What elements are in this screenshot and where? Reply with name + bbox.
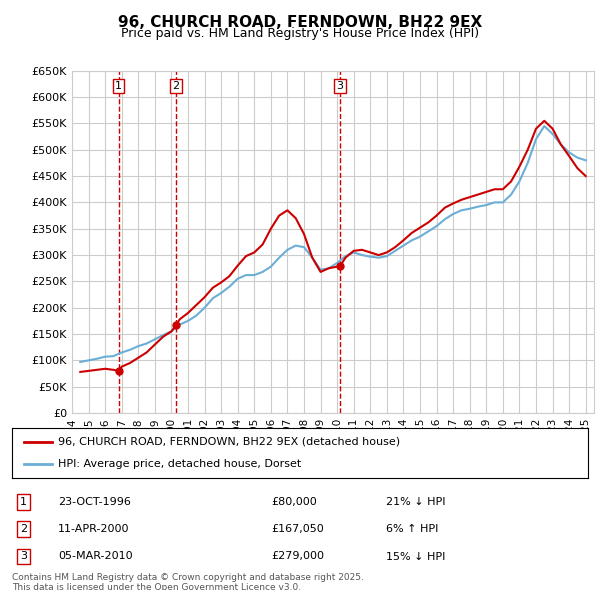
Text: 3: 3 (337, 81, 344, 91)
Text: HPI: Average price, detached house, Dorset: HPI: Average price, detached house, Dors… (58, 459, 301, 469)
Text: 2: 2 (173, 81, 179, 91)
Text: 1: 1 (20, 497, 27, 507)
Text: 3: 3 (20, 552, 27, 562)
Text: 96, CHURCH ROAD, FERNDOWN, BH22 9EX: 96, CHURCH ROAD, FERNDOWN, BH22 9EX (118, 15, 482, 30)
Text: £167,050: £167,050 (271, 525, 324, 534)
Text: 96, CHURCH ROAD, FERNDOWN, BH22 9EX (detached house): 96, CHURCH ROAD, FERNDOWN, BH22 9EX (det… (58, 437, 400, 447)
Text: £279,000: £279,000 (271, 552, 324, 562)
Text: This data is licensed under the Open Government Licence v3.0.: This data is licensed under the Open Gov… (12, 583, 301, 590)
Text: 11-APR-2000: 11-APR-2000 (58, 525, 130, 534)
Text: 6% ↑ HPI: 6% ↑ HPI (386, 525, 439, 534)
Text: 15% ↓ HPI: 15% ↓ HPI (386, 552, 446, 562)
Text: 05-MAR-2010: 05-MAR-2010 (58, 552, 133, 562)
Text: Price paid vs. HM Land Registry's House Price Index (HPI): Price paid vs. HM Land Registry's House … (121, 27, 479, 40)
Text: £80,000: £80,000 (271, 497, 317, 507)
Text: Contains HM Land Registry data © Crown copyright and database right 2025.: Contains HM Land Registry data © Crown c… (12, 573, 364, 582)
Text: 2: 2 (20, 525, 27, 534)
Text: 23-OCT-1996: 23-OCT-1996 (58, 497, 131, 507)
Text: 1: 1 (115, 81, 122, 91)
Text: 21% ↓ HPI: 21% ↓ HPI (386, 497, 446, 507)
